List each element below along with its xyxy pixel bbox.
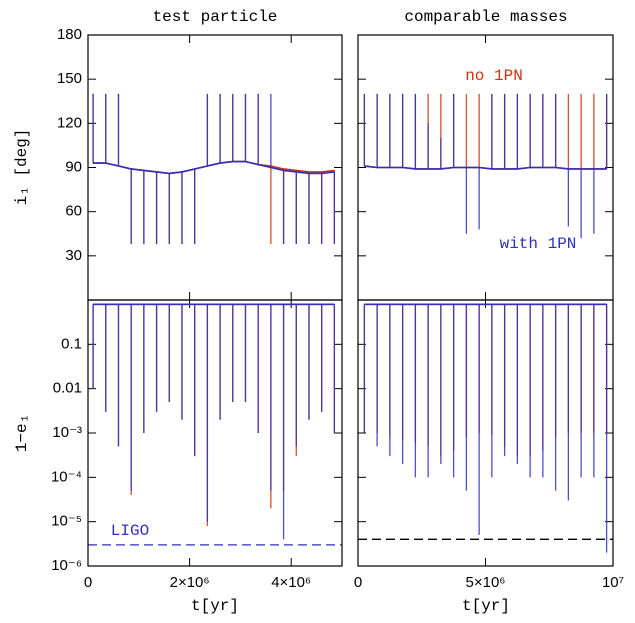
y-tick-label: 150 — [57, 70, 82, 87]
legend-entry: with 1PN — [500, 235, 577, 253]
y-tick-label: 90 — [65, 158, 82, 175]
baseline-curve — [364, 165, 607, 170]
x-tick-label: 2×10⁶ — [170, 574, 210, 591]
x-tick-label: 10⁷ — [602, 574, 624, 591]
y-tick-label: 60 — [65, 203, 82, 220]
y-tick-label: 180 — [57, 26, 82, 43]
panel-title: comparable masses — [404, 8, 567, 26]
y-axis-label: i₁ [deg] — [13, 129, 31, 206]
x-tick-label: 5×10⁶ — [466, 574, 506, 591]
x-tick-label: 4×10⁶ — [271, 574, 311, 591]
y-tick-label: 10⁻⁶ — [51, 557, 82, 574]
x-axis-label: t[yr] — [462, 597, 510, 615]
panel-title: test particle — [153, 8, 278, 26]
x-tick-label: 0 — [84, 574, 92, 591]
baseline-curve — [93, 160, 335, 175]
y-tick-label: 10⁻³ — [52, 424, 82, 441]
y-tick-label: 30 — [65, 247, 82, 264]
y-tick-label: 10⁻⁵ — [51, 513, 82, 530]
annotation: LIGO — [111, 522, 149, 540]
y-tick-label: 0.01 — [53, 380, 82, 397]
x-tick-label: 0 — [354, 574, 362, 591]
y-tick-label: 10⁻⁴ — [51, 468, 82, 485]
y-tick-label: 0.1 — [61, 335, 82, 352]
y-tick-label: 120 — [57, 114, 82, 131]
panel-frame — [87, 299, 343, 567]
legend-entry: no 1PN — [465, 67, 523, 85]
x-axis-label: t[yr] — [191, 597, 239, 615]
panel-frame — [357, 299, 614, 567]
y-axis-label: 1−e₁ — [13, 414, 31, 452]
